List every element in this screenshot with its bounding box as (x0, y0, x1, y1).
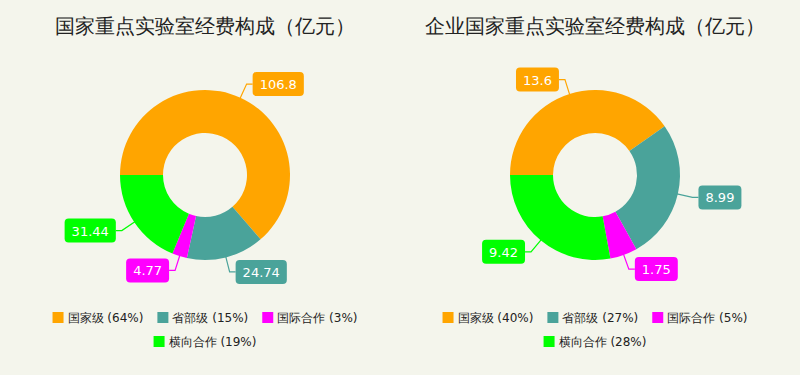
data-label: 31.44 (72, 224, 109, 239)
label-leader (559, 80, 570, 96)
label-leader (623, 253, 635, 269)
label-box (65, 219, 116, 243)
label-leader (116, 221, 136, 230)
label-box (253, 72, 304, 96)
slice (510, 175, 610, 260)
legend-label: 横向合作 (19%) (169, 335, 257, 349)
legend-swatch (652, 312, 663, 323)
label-leader (525, 239, 542, 252)
slice (187, 207, 261, 260)
background (0, 0, 800, 375)
label-leader (676, 194, 699, 198)
legend-label: 省部级 (15%) (172, 311, 248, 325)
legend-swatch (443, 312, 454, 323)
label-box (516, 68, 559, 92)
label-leader (225, 255, 235, 271)
chart: 国家重点实验室经费构成（亿元） 106.8 24.74 4.77 31.44 国家级 (6… (53, 14, 358, 349)
data-label: 24.74 (243, 265, 280, 280)
data-label: 1.75 (642, 262, 671, 277)
legend: 国家级 (40%) 省部级 (27%) 国际合作 (5%) 横向合作 (28%) (443, 311, 748, 349)
slice (120, 175, 189, 254)
title: 企业国家重点实验室经费构成（亿元） (425, 14, 765, 38)
label-box (635, 257, 678, 281)
label-leader (240, 84, 253, 99)
legend-swatch (154, 336, 165, 347)
label-box (126, 258, 169, 282)
legend-swatch (544, 336, 555, 347)
legend-swatch (157, 312, 168, 323)
chart: 企业国家重点实验室经费构成（亿元） 13.6 8.99 1.75 9.42 国家级 (40… (425, 14, 765, 349)
title: 国家重点实验室经费构成（亿元） (55, 14, 355, 38)
legend-swatch (547, 312, 558, 323)
data-label: 4.77 (133, 263, 162, 278)
legend-label: 省部级 (27%) (562, 311, 638, 325)
legend-label: 国家级 (64%) (68, 311, 144, 325)
data-label: 9.42 (489, 245, 518, 260)
legend-label: 国家级 (40%) (458, 311, 534, 325)
legend-swatch (53, 312, 64, 323)
slices (120, 90, 290, 260)
label-box (236, 260, 287, 284)
data-labels: 13.6 8.99 1.75 9.42 (482, 68, 741, 281)
legend-label: 横向合作 (28%) (559, 335, 647, 349)
stage: 国家重点实验室经费构成（亿元） 106.8 24.74 4.77 31.44 国家级 (6… (0, 0, 800, 375)
legend-label: 国际合作 (3%) (277, 311, 357, 325)
legend-swatch (262, 312, 273, 323)
data-label: 8.99 (705, 190, 734, 205)
legend: 国家级 (64%) 省部级 (15%) 国际合作 (3%) 横向合作 (19%) (53, 311, 358, 349)
label-box (482, 240, 525, 264)
legend-label: 国际合作 (5%) (667, 311, 747, 325)
data-labels: 106.8 24.74 4.77 31.44 (65, 72, 304, 284)
label-leader (169, 254, 180, 270)
slices (510, 90, 680, 260)
data-label: 13.6 (523, 73, 552, 88)
data-label: 106.8 (260, 77, 297, 92)
label-box (698, 185, 741, 209)
